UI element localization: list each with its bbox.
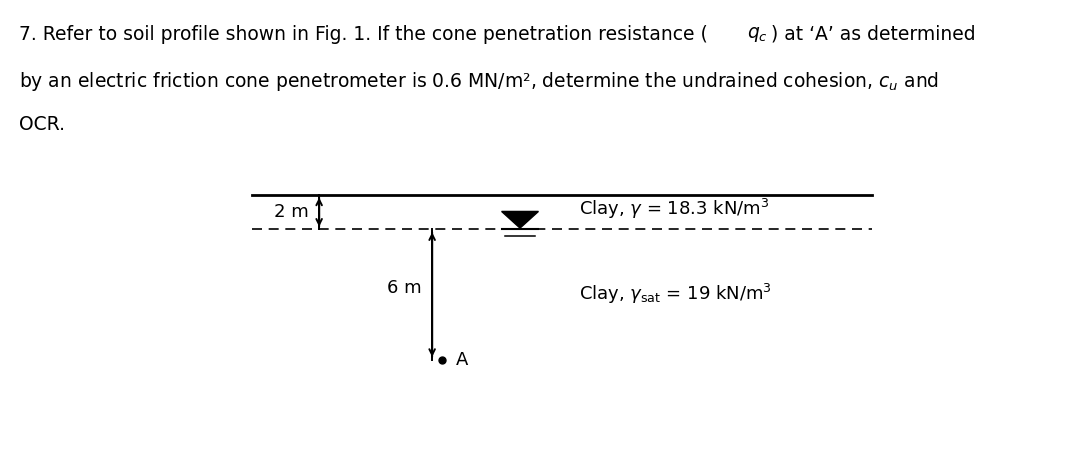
Text: $q_c$: $q_c$	[747, 25, 768, 44]
Text: A: A	[456, 351, 468, 369]
Text: by an electric friction cone penetrometer is 0.6 MN/m², determine the undrained : by an electric friction cone penetromete…	[19, 70, 940, 93]
Polygon shape	[501, 212, 539, 228]
Text: Clay, $\gamma_\mathrm{sat}$ = 19 kN/m$^3$: Clay, $\gamma_\mathrm{sat}$ = 19 kN/m$^3…	[579, 282, 771, 306]
Text: 7. Refer to soil profile shown in Fig. 1. If the cone penetration resistance (: 7. Refer to soil profile shown in Fig. 1…	[19, 25, 708, 44]
Text: 6 m: 6 m	[388, 279, 422, 297]
Text: 2 m: 2 m	[274, 203, 309, 221]
Text: Clay, $\gamma$ = 18.3 kN/m$^3$: Clay, $\gamma$ = 18.3 kN/m$^3$	[579, 197, 769, 221]
Text: OCR.: OCR.	[19, 115, 66, 134]
Text: ) at ‘A’ as determined: ) at ‘A’ as determined	[771, 25, 975, 44]
